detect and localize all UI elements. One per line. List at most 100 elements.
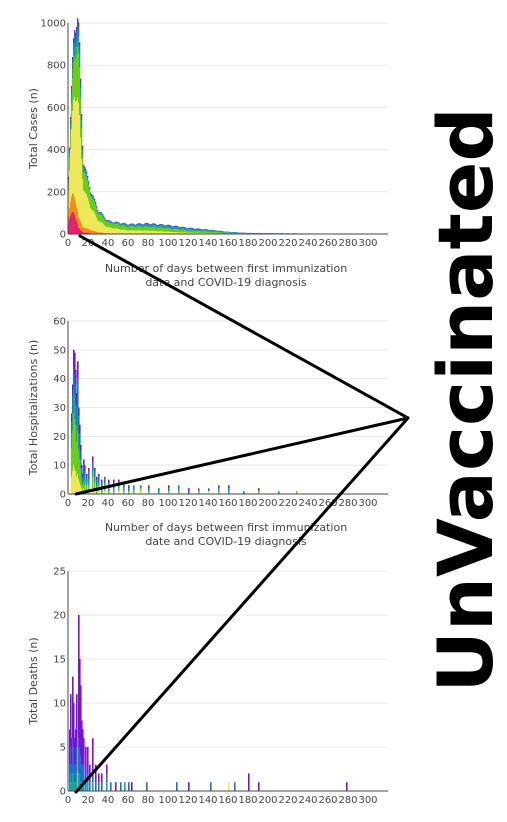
bar-teal xyxy=(123,488,125,492)
bar-blue xyxy=(243,491,245,494)
y-tick-label: 30 xyxy=(53,403,66,414)
bar-yellow xyxy=(165,231,167,234)
bar-orange xyxy=(96,231,98,234)
bar-orange xyxy=(89,229,91,234)
bar-blue xyxy=(68,177,70,181)
bar-green xyxy=(104,219,106,226)
bar-purple xyxy=(82,729,84,765)
bar-teal xyxy=(195,229,197,232)
bar-purple xyxy=(74,30,76,34)
bar-green xyxy=(79,67,81,116)
bar-yellow xyxy=(140,230,142,234)
bar-purple xyxy=(188,782,190,791)
bar-green xyxy=(176,229,178,233)
bar-teal xyxy=(140,224,142,227)
bar-red xyxy=(79,228,81,234)
bar-red xyxy=(85,232,87,234)
bar-teal xyxy=(210,230,212,232)
bar-purple xyxy=(68,176,70,178)
bar-teal xyxy=(278,491,280,494)
bar-green xyxy=(150,227,152,232)
bar-green xyxy=(204,231,206,234)
bar-purple xyxy=(92,456,94,463)
bar-purple xyxy=(106,764,108,774)
bar-blue xyxy=(202,229,204,231)
bar-yellow xyxy=(127,230,129,234)
bar-green xyxy=(125,225,127,230)
bar-yellow xyxy=(111,227,113,234)
bar-green xyxy=(198,491,200,494)
bar-purple xyxy=(98,473,100,477)
bar-green xyxy=(192,230,194,233)
bar-green xyxy=(162,227,164,232)
bar-teal xyxy=(75,46,77,59)
bar-yellow xyxy=(184,232,186,234)
bar-teal xyxy=(106,220,108,222)
bar-teal xyxy=(215,231,217,233)
bar-blue xyxy=(90,193,92,194)
bar-orange xyxy=(73,193,75,213)
bar-teal xyxy=(91,195,93,198)
bar-blue xyxy=(98,212,100,214)
bar-yellow xyxy=(77,473,79,494)
bar-green xyxy=(179,230,181,233)
bar-green xyxy=(168,491,170,494)
bar-teal xyxy=(227,232,229,233)
bar-purple xyxy=(75,370,77,385)
bar-green xyxy=(157,228,159,232)
bar-purple xyxy=(70,116,72,120)
bar-purple xyxy=(75,729,77,765)
bar-blue xyxy=(154,223,156,226)
y-tick-label: 40 xyxy=(53,374,66,385)
bar-green xyxy=(173,229,175,233)
bar-green xyxy=(136,226,138,231)
bar-series xyxy=(68,18,389,234)
bar-blue xyxy=(178,226,180,229)
bar-red xyxy=(87,232,89,234)
bar-yellow xyxy=(94,212,96,231)
bar-yellow xyxy=(126,230,128,234)
bar-teal xyxy=(186,229,188,231)
bar-green xyxy=(89,190,91,205)
bar-teal xyxy=(88,182,90,185)
bar-green xyxy=(202,231,204,234)
bar-teal xyxy=(86,173,88,177)
bar-yellow xyxy=(198,232,200,234)
bar-teal xyxy=(222,231,224,233)
bar-yellow xyxy=(164,231,166,234)
bar-green xyxy=(99,214,101,222)
bar-purple xyxy=(80,444,82,451)
bar-red xyxy=(69,219,71,234)
bar-teal xyxy=(230,232,232,233)
bar-green xyxy=(209,231,211,234)
bar-blue xyxy=(123,223,125,224)
bar-blue xyxy=(133,485,135,489)
bar-purple xyxy=(89,186,91,188)
x-tick-label: 120 xyxy=(178,238,197,249)
bar-teal xyxy=(74,782,76,791)
bar-purple xyxy=(87,747,89,774)
bar-green xyxy=(233,233,235,234)
bar-yellow xyxy=(71,476,73,494)
bar-teal xyxy=(87,782,89,791)
bar-teal xyxy=(176,227,178,230)
bar-green xyxy=(74,419,76,469)
bar-teal xyxy=(228,491,230,494)
bar-teal xyxy=(104,482,106,486)
bar-teal xyxy=(203,230,205,232)
bar-green xyxy=(195,231,197,233)
bar-blue xyxy=(204,229,206,231)
bar-teal xyxy=(76,424,78,443)
bar-green xyxy=(172,229,174,233)
bar-teal xyxy=(199,229,201,232)
bar-green xyxy=(168,228,170,232)
bar-orange xyxy=(98,232,100,234)
y-tick-label: 15 xyxy=(53,655,66,666)
bar-teal xyxy=(98,213,100,215)
bar-green xyxy=(170,228,172,232)
bar-purple xyxy=(113,479,115,483)
bar-green xyxy=(174,229,176,232)
bar-teal xyxy=(74,395,76,420)
bar-blue xyxy=(221,230,223,232)
bar-green xyxy=(186,230,188,233)
